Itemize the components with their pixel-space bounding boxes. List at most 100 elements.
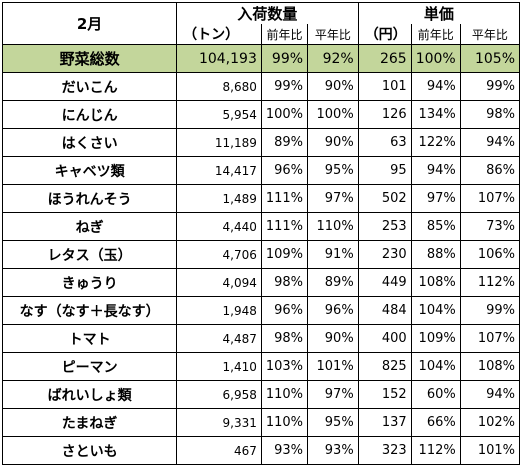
item-price-prev: 94%: [410, 72, 461, 101]
item-price-avg: 86%: [459, 156, 520, 185]
item-qty-avg: 101%: [307, 352, 359, 381]
arrival-prev-year-header: 前年比: [260, 24, 309, 45]
item-price: 400: [357, 324, 412, 353]
price-unit-header: （円）: [357, 24, 412, 45]
table-row: きゅうり 4,094 98% 89% 449 108% 112%: [1, 268, 520, 297]
item-price: 825: [357, 352, 412, 381]
item-name: にんじん: [1, 100, 178, 129]
table-row: だいこん 8,680 99% 90% 101 94% 99%: [1, 72, 520, 101]
item-price-avg: 94%: [459, 380, 520, 409]
item-qty: 1,410: [176, 352, 262, 381]
item-name: ほうれんそう: [1, 184, 178, 213]
item-qty-avg: 95%: [307, 408, 359, 437]
item-qty-prev: 110%: [260, 380, 309, 409]
item-name: ピーマン: [1, 352, 178, 381]
item-name: なす（なす＋長なす）: [1, 296, 178, 325]
item-price-prev: 94%: [410, 156, 461, 185]
item-price: 502: [357, 184, 412, 213]
table-row: ピーマン 1,410 103% 101% 825 104% 108%: [1, 352, 520, 381]
item-qty: 9,331: [176, 408, 262, 437]
header-row-group: 2月 入荷数量 単価: [1, 2, 520, 45]
table-row: にんじん 5,954 100% 100% 126 134% 98%: [1, 100, 520, 129]
item-name: きゅうり: [1, 268, 178, 297]
item-price-prev: 60%: [410, 380, 461, 409]
item-qty-avg: 100%: [307, 100, 359, 129]
item-name: はくさい: [1, 128, 178, 157]
table-row: なす（なす＋長なす） 1,948 96% 96% 484 104% 99%: [1, 296, 520, 325]
item-name: レタス（玉）: [1, 240, 178, 269]
item-price-prev: 122%: [410, 128, 461, 157]
item-name: ねぎ: [1, 212, 178, 241]
item-price-avg: 107%: [459, 324, 520, 353]
item-qty: 4,094: [176, 268, 262, 297]
item-price-avg: 112%: [459, 268, 520, 297]
item-qty: 4,706: [176, 240, 262, 269]
item-qty-avg: 96%: [307, 296, 359, 325]
item-qty-avg: 110%: [307, 212, 359, 241]
item-qty: 467: [176, 436, 262, 465]
item-qty: 1,948: [176, 296, 262, 325]
item-qty-avg: 90%: [307, 324, 359, 353]
arrival-group-header: 入荷数量: [176, 2, 359, 24]
item-price-avg: 108%: [459, 352, 520, 381]
item-name: ばれいしょ類: [1, 380, 178, 409]
table-row: ばれいしょ類 6,958 110% 97% 152 60% 94%: [1, 380, 520, 409]
item-price-prev: 66%: [410, 408, 461, 437]
item-qty-prev: 96%: [260, 296, 309, 325]
item-price-prev: 104%: [410, 296, 461, 325]
table-row: ほうれんそう 1,489 111% 97% 502 97% 107%: [1, 184, 520, 213]
total-qty-prev: 99%: [260, 44, 309, 73]
item-price: 230: [357, 240, 412, 269]
item-qty-avg: 97%: [307, 380, 359, 409]
item-price: 137: [357, 408, 412, 437]
item-name: さといも: [1, 436, 178, 465]
item-name: だいこん: [1, 72, 178, 101]
item-qty: 11,189: [176, 128, 262, 157]
item-price-avg: 99%: [459, 72, 520, 101]
item-qty-prev: 103%: [260, 352, 309, 381]
item-qty: 1,489: [176, 184, 262, 213]
item-qty-prev: 93%: [260, 436, 309, 465]
item-qty-prev: 98%: [260, 324, 309, 353]
item-qty-avg: 91%: [307, 240, 359, 269]
total-price-prev: 100%: [410, 44, 461, 73]
item-qty-prev: 111%: [260, 212, 309, 241]
item-qty-avg: 90%: [307, 72, 359, 101]
item-price: 484: [357, 296, 412, 325]
item-qty-avg: 90%: [307, 128, 359, 157]
item-qty-avg: 93%: [307, 436, 359, 465]
item-qty-prev: 109%: [260, 240, 309, 269]
item-qty-avg: 95%: [307, 156, 359, 185]
item-qty: 6,958: [176, 380, 262, 409]
item-price: 126: [357, 100, 412, 129]
table-row: たまねぎ 9,331 110% 95% 137 66% 102%: [1, 408, 520, 437]
item-qty: 8,680: [176, 72, 262, 101]
item-price-avg: 107%: [459, 184, 520, 213]
item-price: 101: [357, 72, 412, 101]
item-price-avg: 102%: [459, 408, 520, 437]
price-avg-year-header: 平年比: [459, 24, 520, 45]
item-name: たまねぎ: [1, 408, 178, 437]
item-price-prev: 134%: [410, 100, 461, 129]
month-header: 2月: [1, 2, 178, 45]
item-qty: 4,440: [176, 212, 262, 241]
item-price-prev: 109%: [410, 324, 461, 353]
item-qty-prev: 100%: [260, 100, 309, 129]
item-price-avg: 101%: [459, 436, 520, 465]
item-price: 323: [357, 436, 412, 465]
item-price-prev: 112%: [410, 436, 461, 465]
table-row: ねぎ 4,440 111% 110% 253 85% 73%: [1, 212, 520, 241]
item-price: 253: [357, 212, 412, 241]
price-prev-year-header: 前年比: [410, 24, 461, 45]
item-price: 449: [357, 268, 412, 297]
item-price-prev: 104%: [410, 352, 461, 381]
total-row: 野菜総数 104,193 99% 92% 265 100% 105%: [1, 44, 520, 73]
item-price-prev: 88%: [410, 240, 461, 269]
item-price-avg: 94%: [459, 128, 520, 157]
total-price: 265: [357, 44, 412, 73]
item-price-avg: 99%: [459, 296, 520, 325]
item-price-avg: 106%: [459, 240, 520, 269]
item-price-prev: 108%: [410, 268, 461, 297]
total-name: 野菜総数: [1, 44, 178, 73]
